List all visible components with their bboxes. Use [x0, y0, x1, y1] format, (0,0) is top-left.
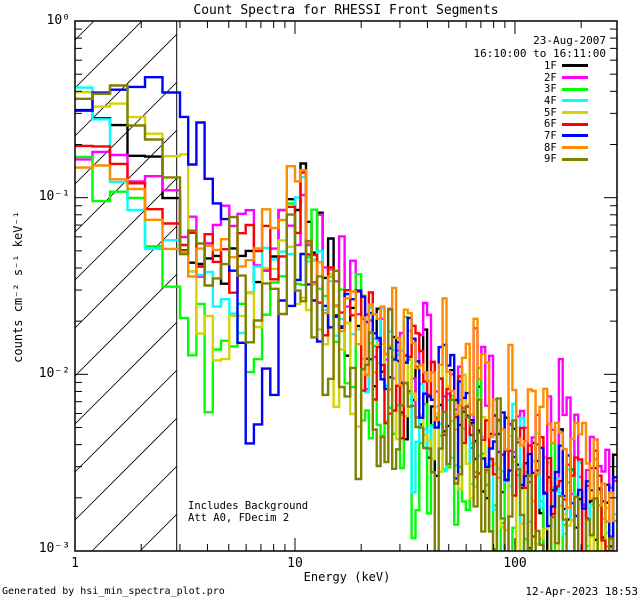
axes-frame [74, 20, 618, 552]
series-legend: 1F 2F 3F 4F 5F 6F 7F 8F 9F [544, 60, 588, 165]
annotation-attenuator: Att A0, FDecim 2 [188, 512, 290, 524]
legend-item-3f: 3F [544, 83, 588, 95]
legend-swatch [561, 111, 588, 115]
legend-label: 7F [544, 129, 557, 142]
legend-swatch [561, 134, 588, 138]
y-axis-label: counts cm⁻² s⁻¹ keV⁻¹ [11, 211, 25, 363]
y-tick-label-1e-1: 10⁻¹ [38, 189, 70, 204]
legend-swatch [561, 157, 588, 161]
legend-label: 2F [544, 71, 557, 84]
legend-item-1f: 1F [544, 60, 588, 72]
legend-item-4f: 4F [544, 95, 588, 107]
x-tick-label-10: 10 [287, 556, 303, 571]
generated-by-text: Generated by hsi_min_spectra_plot.pro [2, 586, 225, 597]
series-line-6f [75, 144, 615, 551]
legend-label: 8F [544, 141, 557, 154]
series-line-5f [75, 91, 615, 551]
tick-marks [74, 20, 617, 552]
legend-swatch [561, 122, 588, 126]
series-line-7f [75, 76, 617, 551]
legend-swatch [561, 64, 588, 68]
legend-item-6f: 6F [544, 118, 588, 130]
series-line-8f [75, 164, 617, 523]
series-lines [75, 76, 617, 551]
observation-time-range: 16:10:00 to 16:11:00 [473, 47, 606, 60]
legend-label: 9F [544, 153, 557, 166]
legend-label: 4F [544, 94, 557, 107]
legend-label: 6F [544, 118, 557, 131]
observation-date: 23-Aug-2007 [533, 34, 606, 47]
series-line-2f [75, 150, 617, 506]
legend-label: 3F [544, 83, 557, 96]
legend-item-7f: 7F [544, 130, 588, 142]
x-axis-label: Energy (keV) [303, 570, 391, 584]
legend-swatch [561, 146, 588, 150]
legend-swatch [561, 99, 588, 103]
legend-item-8f: 8F [544, 142, 588, 154]
plot-timestamp: 12-Apr-2023 18:53 [525, 585, 638, 598]
x-tick-label-100: 100 [503, 556, 527, 571]
annotation-background: Includes Background [188, 500, 309, 512]
legend-label: 5F [544, 106, 557, 119]
legend-swatch [561, 87, 588, 91]
legend-label: 1F [544, 59, 557, 72]
y-tick-label-1e0: 10⁰ [46, 13, 70, 28]
legend-item-2f: 2F [544, 72, 588, 84]
legend-item-9f: 9F [544, 153, 588, 166]
y-tick-label-1e-3: 10⁻³ [38, 541, 70, 556]
x-tick-label-1: 1 [71, 556, 79, 571]
series-line-9f [75, 84, 615, 551]
legend-item-5f: 5F [544, 107, 588, 119]
y-tick-label-1e-2: 10⁻² [38, 366, 70, 381]
chart-title: Count Spectra for RHESSI Front Segments [193, 3, 499, 18]
legend-swatch [561, 76, 588, 80]
